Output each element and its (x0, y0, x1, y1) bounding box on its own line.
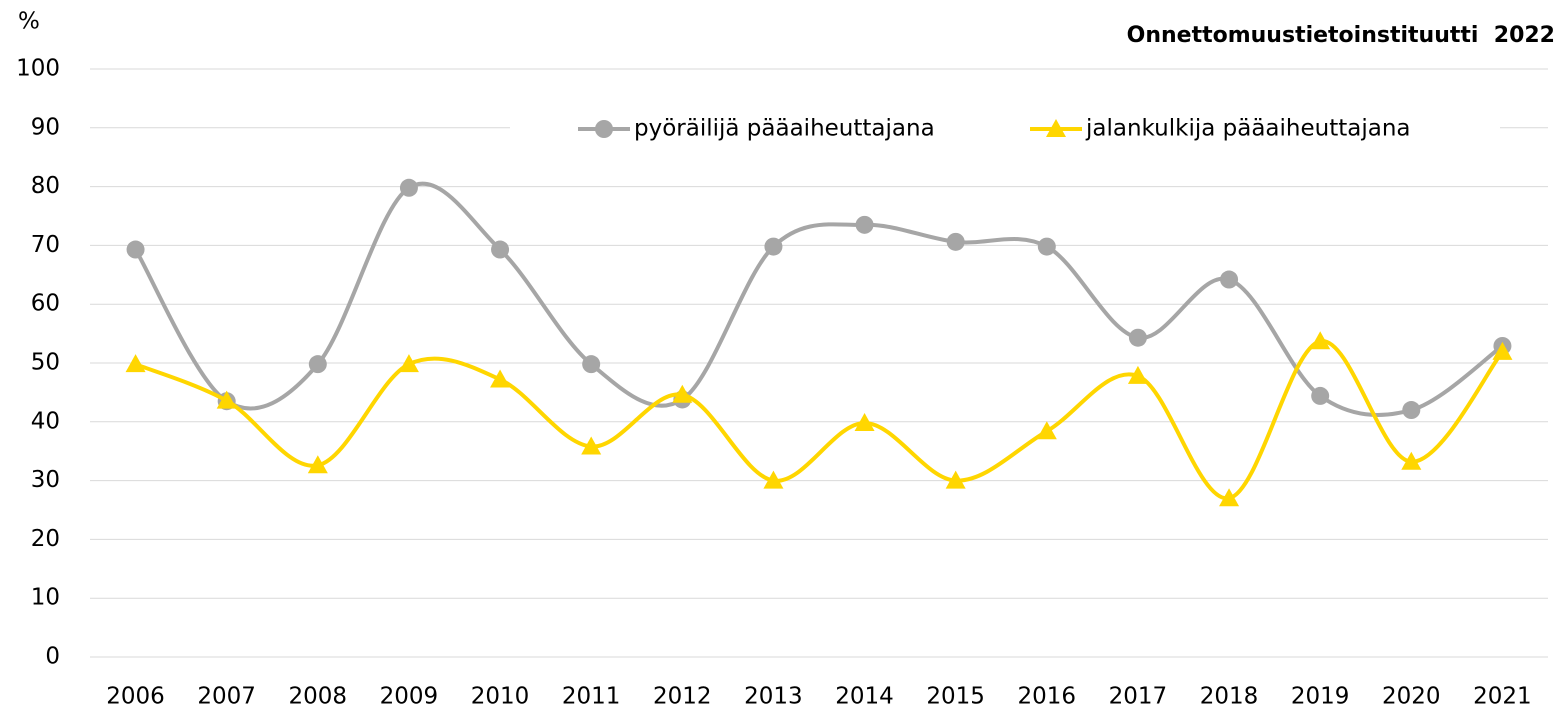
source: Onnettomuustietoinstituutti 2022 (1127, 23, 1555, 48)
x-tick-label: 2020 (1382, 684, 1441, 710)
x-tick-label: 2019 (1291, 684, 1350, 710)
legend-label: jalankulkija pääaiheuttajana (1085, 116, 1411, 142)
marker (854, 412, 875, 431)
x-tick-label: 2006 (106, 684, 165, 710)
marker (1037, 237, 1056, 256)
x-tick-label: 2009 (380, 684, 439, 710)
marker (1046, 119, 1066, 137)
y-tick-label: 50 (31, 350, 60, 376)
x-tick-label: 2008 (289, 684, 348, 710)
y-tick-label: 90 (31, 114, 60, 140)
marker (1492, 341, 1513, 360)
marker (763, 470, 784, 489)
marker (1128, 328, 1147, 347)
y-axis-label: % (18, 9, 40, 35)
y-tick-label: 60 (31, 291, 60, 317)
grid: 0 10 20 30 40 50 60 70 80 90 100 2006 2007 2008 2009 20… (16, 56, 1548, 710)
marker (945, 470, 966, 489)
legend-background (510, 108, 1500, 148)
marker (672, 384, 693, 403)
x-tick-label: 2012 (653, 684, 712, 710)
plot (125, 178, 1513, 507)
y-tick-label: 30 (31, 467, 60, 493)
marker (581, 436, 602, 455)
marker (1311, 386, 1330, 405)
marker (1401, 451, 1422, 470)
x-tick-label: 2018 (1200, 684, 1259, 710)
marker (216, 390, 237, 409)
marker (1402, 401, 1421, 420)
legend: pyöräilijä pääaiheuttajana jalankulkija p… (510, 108, 1500, 148)
y-tick-label: 0 (45, 644, 60, 670)
x-tick-label: 2021 (1473, 684, 1532, 710)
marker (764, 237, 783, 256)
y-tick-label: 70 (31, 232, 60, 258)
x-tick-label: 2015 (926, 684, 985, 710)
marker (399, 178, 418, 197)
marker (1310, 331, 1331, 350)
y-tick-label: 80 (31, 173, 60, 199)
marker (1036, 421, 1057, 440)
marker (125, 354, 146, 373)
marker (946, 232, 965, 251)
y-tick-label: 100 (16, 56, 60, 82)
marker (126, 240, 145, 259)
x-tick-label: 2014 (835, 684, 894, 710)
series-line (134, 339, 1505, 501)
marker (491, 240, 510, 259)
y-tick-label: 20 (31, 526, 60, 552)
x-tick-label: 2016 (1018, 684, 1077, 710)
legend-label: pyöräilijä pääaiheuttajana (634, 116, 935, 142)
marker (398, 354, 419, 373)
y-tick-label: 40 (31, 408, 60, 434)
series-line (133, 181, 1504, 417)
x-tick-label: 2010 (471, 684, 530, 710)
marker (595, 120, 613, 138)
x-tick-label: 2017 (1109, 684, 1168, 710)
marker (1127, 365, 1148, 384)
y-tick-label: 10 (31, 585, 60, 611)
marker (1220, 270, 1239, 289)
x-tick-label: 2013 (744, 684, 803, 710)
marker (1219, 488, 1240, 507)
marker (855, 215, 874, 234)
x-tick-label: 2007 (197, 684, 256, 710)
x-tick-label: 2011 (562, 684, 621, 710)
marker (490, 369, 511, 388)
marker (582, 355, 601, 374)
marker (307, 455, 328, 474)
marker (308, 355, 327, 374)
